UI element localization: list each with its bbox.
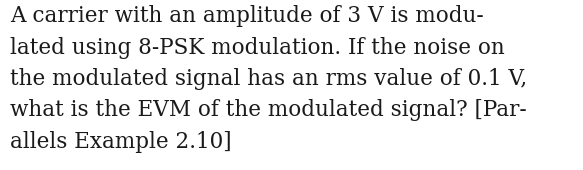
Text: allels Example 2.10]: allels Example 2.10] [10, 131, 232, 153]
Text: what is the EVM of the modulated signal? [Par-: what is the EVM of the modulated signal?… [10, 99, 527, 121]
Text: lated using 8-PSK modulation. If the noise on: lated using 8-PSK modulation. If the noi… [10, 37, 505, 58]
Text: A carrier with an amplitude of 3 V is modu-: A carrier with an amplitude of 3 V is mo… [10, 5, 484, 27]
Text: the modulated signal has an rms value of 0.1 V,: the modulated signal has an rms value of… [10, 68, 528, 90]
